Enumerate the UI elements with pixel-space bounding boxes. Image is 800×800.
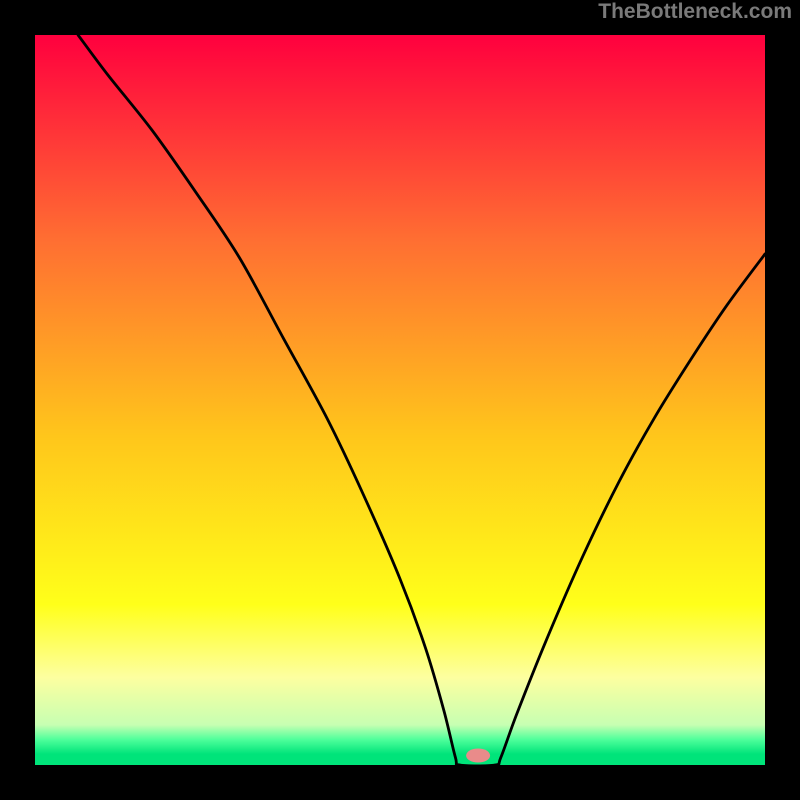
plot-background: [35, 35, 765, 765]
optimal-marker: [466, 749, 490, 763]
chart-stage: TheBottleneck.com: [0, 0, 800, 800]
watermark: TheBottleneck.com: [598, 0, 792, 24]
bottleneck-chart: [0, 0, 800, 800]
watermark-text: TheBottleneck.com: [598, 0, 792, 23]
